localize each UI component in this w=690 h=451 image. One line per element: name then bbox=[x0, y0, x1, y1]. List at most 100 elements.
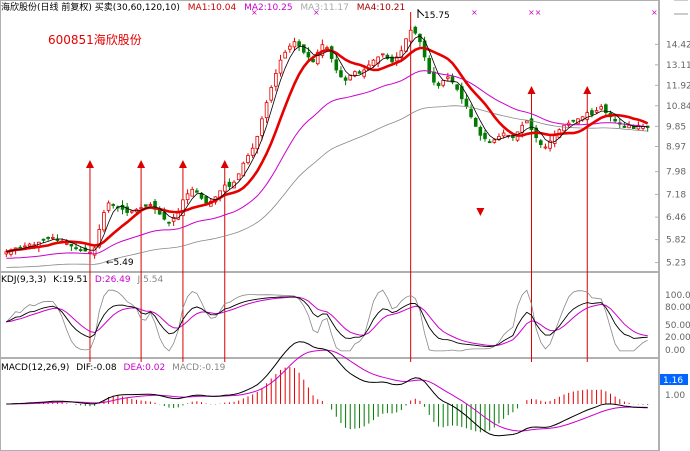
candle-body bbox=[311, 58, 315, 63]
candle-body bbox=[380, 53, 385, 56]
candle-body bbox=[260, 118, 264, 136]
kdj-d-label: D: bbox=[95, 275, 105, 285]
kdj-axis-20: 20.00 bbox=[665, 333, 690, 343]
candle-body bbox=[427, 58, 432, 74]
ma3-line bbox=[6, 70, 648, 259]
candle-body bbox=[283, 51, 287, 59]
event-marker: × bbox=[471, 8, 478, 17]
candle-body bbox=[339, 70, 343, 78]
candle-body bbox=[306, 52, 311, 58]
candle-body bbox=[487, 141, 492, 144]
candle-body bbox=[418, 33, 422, 43]
candle-body bbox=[404, 38, 408, 52]
candle-body bbox=[264, 102, 269, 119]
candle-body bbox=[41, 238, 46, 241]
kdj-panel-frame bbox=[0, 272, 659, 358]
candle-body bbox=[148, 204, 153, 206]
ma4-line bbox=[6, 105, 648, 268]
candle-body bbox=[106, 202, 111, 211]
candle-body bbox=[594, 110, 599, 113]
price-axis-label: 13.11 bbox=[666, 61, 690, 71]
macd-dea-value: 0.02 bbox=[145, 363, 165, 373]
buy-arrow bbox=[178, 160, 187, 168]
macd-axis-1: 1.00 bbox=[665, 391, 685, 401]
candle-body bbox=[292, 41, 297, 48]
price-axis-label: 5.82 bbox=[666, 236, 686, 246]
candle-body bbox=[622, 125, 627, 128]
ma1-line bbox=[6, 35, 648, 253]
candle-body bbox=[92, 247, 97, 256]
candle-body bbox=[599, 106, 603, 110]
candle-body bbox=[246, 155, 250, 163]
candle-body bbox=[269, 87, 274, 101]
candle-body bbox=[255, 136, 260, 150]
candle-body bbox=[492, 139, 497, 143]
candle-body bbox=[181, 199, 185, 216]
header-title: 海欣股份(日线 前复权) 买卖(30,60,120,10) bbox=[1, 1, 180, 13]
candle-body bbox=[74, 247, 78, 250]
candle-body bbox=[450, 76, 455, 83]
kdj-j-line bbox=[6, 289, 648, 352]
price-axis-label: 8.97 bbox=[666, 143, 686, 153]
candle-body bbox=[55, 239, 60, 241]
candle-body bbox=[357, 71, 362, 74]
candle-body bbox=[334, 59, 339, 71]
candle-body bbox=[469, 108, 473, 118]
macd-macd-label: MACD: bbox=[172, 363, 202, 373]
candle-body bbox=[51, 236, 55, 239]
candle-body bbox=[143, 204, 148, 207]
event-marker: × bbox=[313, 8, 320, 17]
high-price-marker-arm bbox=[417, 9, 425, 17]
moving-averages bbox=[6, 35, 649, 268]
candle-body bbox=[627, 124, 631, 129]
candle-body bbox=[222, 184, 227, 192]
candle-body bbox=[325, 47, 329, 50]
candle-body bbox=[125, 206, 129, 213]
event-marker: × bbox=[251, 8, 258, 17]
candle-body bbox=[525, 120, 529, 124]
candle-body bbox=[102, 212, 106, 231]
macd-current-badge bbox=[660, 374, 688, 385]
signal-lines bbox=[89, 12, 588, 362]
candle-body bbox=[139, 207, 143, 210]
price-axis-label: 9.85 bbox=[666, 122, 686, 132]
candle-body bbox=[483, 132, 487, 140]
kdj-axis-80: 80.00 bbox=[665, 303, 690, 313]
candle-body bbox=[315, 51, 320, 65]
candle-body bbox=[227, 181, 232, 187]
svg-text:KDJ(9,3,3) K:19.51 D:2: KDJ(9,3,3) K:19.51 D:26.49 J:5.54 bbox=[1, 275, 163, 285]
macd-dea-label: DEA: bbox=[124, 363, 146, 373]
price-axis-label: 6.46 bbox=[666, 213, 686, 223]
candle-body bbox=[97, 229, 102, 248]
price-panel-frame bbox=[0, 0, 659, 272]
candle-body bbox=[501, 132, 506, 137]
macd-dif-value: -0.08 bbox=[93, 363, 117, 373]
candle-body bbox=[236, 173, 241, 181]
price-axis-label: 5.23 bbox=[666, 259, 686, 269]
candle-body bbox=[497, 136, 501, 141]
candle-body bbox=[250, 147, 255, 156]
ma1-legend: MA1:10.04 bbox=[188, 3, 237, 13]
price-axis-label: 7.18 bbox=[666, 190, 686, 200]
kdj-axis-50: 50.00 bbox=[665, 321, 690, 331]
macd-macd-value: -0.19 bbox=[202, 363, 226, 373]
price-axis-label: 11.92 bbox=[666, 81, 690, 91]
candle-body bbox=[111, 204, 116, 206]
kdj-j-value: 5.54 bbox=[143, 275, 163, 285]
candle-body bbox=[394, 56, 399, 62]
candle-body bbox=[88, 251, 92, 254]
signal-arrows bbox=[85, 86, 592, 216]
kdj-axis-100: 100.00 bbox=[665, 291, 690, 301]
candle-body bbox=[436, 82, 441, 87]
event-marker: ×× bbox=[528, 8, 541, 17]
candle-body bbox=[64, 242, 69, 245]
macd-current-value: 1.16 bbox=[663, 376, 683, 386]
candle-body bbox=[278, 59, 283, 74]
candle-body bbox=[464, 98, 469, 107]
event-marker: × bbox=[651, 8, 658, 17]
candle-body bbox=[562, 124, 566, 132]
candle-body bbox=[190, 188, 195, 197]
ma3-legend: MA3:11.17 bbox=[300, 3, 348, 13]
macd-dif-line bbox=[6, 341, 648, 437]
